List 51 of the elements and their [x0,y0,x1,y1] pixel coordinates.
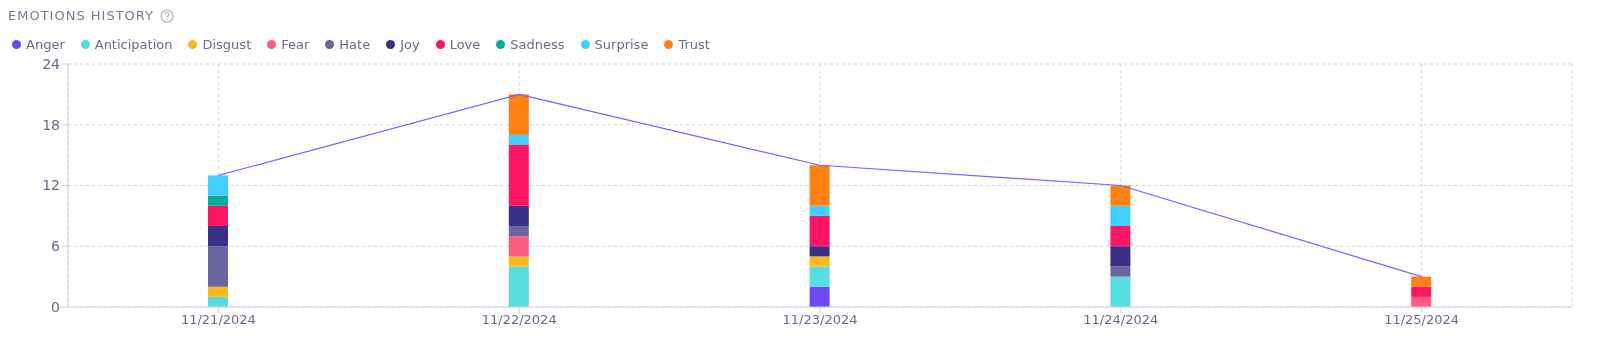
bar [508,145,529,206]
bar [1411,286,1432,297]
bar [809,266,830,287]
y-tick-label: 6 [51,238,61,255]
bar [1110,226,1131,247]
bar [809,286,830,307]
legend-label: Love [449,37,481,52]
x-tick-label: 11/25/2024 [1384,312,1460,328]
x-tick-label: 11/22/2024 [481,312,557,328]
bar [508,256,529,267]
legend-label: Trust [678,37,710,52]
bar [508,205,529,226]
x-tick-label: 11/23/2024 [782,312,858,328]
bar [208,226,228,247]
bar [208,205,228,226]
bar [809,246,830,257]
bar [1110,276,1131,307]
bar [508,236,529,257]
bar [508,94,529,135]
legend-label: Disgust [202,37,252,52]
bar [208,286,228,297]
bar [1110,185,1131,206]
bar [809,215,830,247]
bar [809,165,830,206]
line-series [217,93,1423,278]
y-tick-label: 24 [42,55,61,72]
bar [1110,246,1131,267]
legend-label: Sadness [510,37,565,52]
bar [809,205,830,216]
bar [1110,205,1131,226]
y-tick-label: 0 [51,298,60,315]
bar [809,256,830,267]
legend-label: Anger [26,37,65,52]
bar [1110,266,1131,277]
bar [508,266,529,307]
bar [508,134,529,145]
bar [208,246,228,287]
bar [208,175,228,196]
bar [508,226,529,237]
legend-label: Anticipation [94,37,173,52]
x-tick-label: 11/21/2024 [180,312,256,328]
y-tick-label: 12 [42,177,60,194]
bar [1411,276,1432,287]
x-tick-label: 11/24/2024 [1083,312,1159,328]
y-tick-label: 18 [42,116,60,133]
legend-label: Hate [339,37,371,52]
bar [208,195,228,206]
legend-label: Surprise [594,37,649,52]
legend-label: Fear [281,37,310,52]
chart-title: EMOTIONS HISTORY [8,8,154,23]
legend-label: Joy [400,37,420,52]
